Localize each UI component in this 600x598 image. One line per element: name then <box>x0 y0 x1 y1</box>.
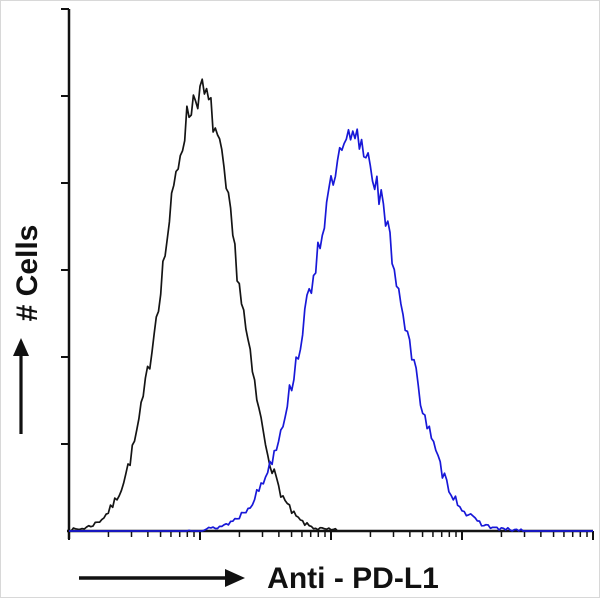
series-layer <box>69 78 593 532</box>
y-axis <box>61 8 71 539</box>
y-axis-label-group: # Cells <box>11 225 44 434</box>
y-axis-label: # Cells <box>11 225 44 322</box>
series-black <box>69 78 593 532</box>
y-axis-ticks <box>61 8 69 445</box>
x-axis-ticks <box>68 531 594 540</box>
x-axis-label-group: Anti - PD-L1 <box>79 562 439 595</box>
x-axis-label: Anti - PD-L1 <box>267 562 439 595</box>
x-axis-arrow-head <box>225 569 245 587</box>
series-blue <box>69 128 593 532</box>
x-axis <box>67 529 594 540</box>
y-axis-arrow-head <box>13 338 29 356</box>
